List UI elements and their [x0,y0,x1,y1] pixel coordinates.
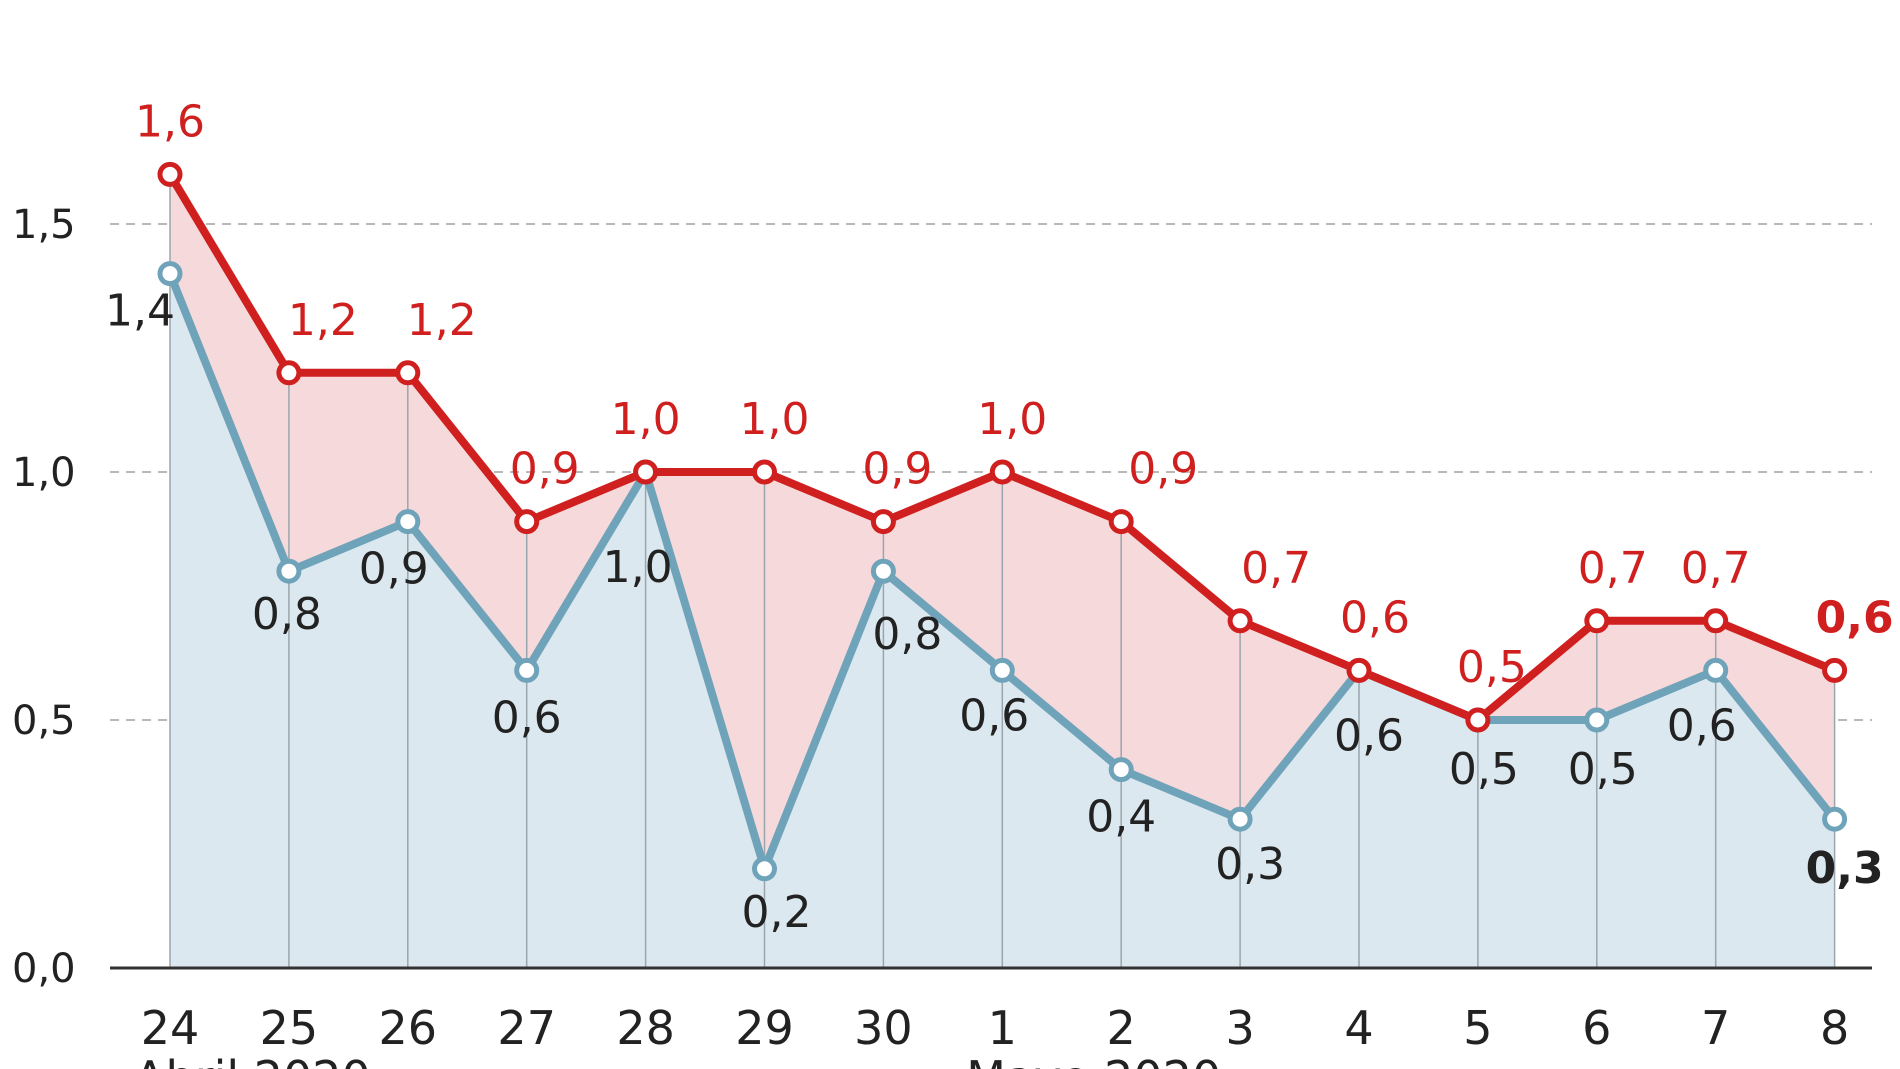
x-tick-label: 27 [497,1001,556,1055]
data-label-lower: 0,6 [959,690,1029,741]
marker-lower [1703,657,1729,683]
x-tick-label: 28 [616,1001,675,1055]
x-tick-label: 24 [141,1001,200,1055]
marker-lower [395,509,421,535]
data-label-upper: 0,7 [1681,543,1751,594]
data-label-lower: 1,0 [603,542,673,593]
marker-upper [1822,657,1848,683]
data-label-lower: 0,9 [359,544,429,595]
area-fill-lower [170,273,1835,969]
marker-upper [989,459,1015,485]
marker-lower [276,558,302,584]
marker-upper [276,360,302,386]
data-label-upper: 0,6 [1340,592,1410,643]
data-labels: 1,6 1,2 1,2 0,9 1,0 1,0 0,9 1,0 0,9 0,7 0,6 0,5 0,7 0… [105,96,1894,937]
x-tick-label: 6 [1582,1001,1611,1055]
y-tick-label: 0,5 [12,698,76,744]
data-label-lower: 0,8 [252,589,322,640]
x-tick-label: 4 [1344,1001,1373,1055]
x-group-label: Mayo 2020 [966,1051,1221,1069]
y-axis-ticks: 0,0 0,5 1,0 1,5 [12,202,76,992]
x-tick-label: 2 [1107,1001,1136,1055]
data-label-upper: 0,9 [862,444,932,495]
x-group-label: Abril 2020 [134,1051,371,1069]
x-tick-label: 30 [854,1001,913,1055]
marker-upper [1703,608,1729,634]
marker-upper [1465,707,1491,733]
data-label-upper: 0,7 [1241,543,1311,594]
marker-upper [395,360,421,386]
data-label-upper: 1,6 [135,96,205,147]
data-label-lower: 0,6 [1667,700,1737,751]
x-tick-label: 29 [735,1001,794,1055]
marker-upper [752,459,777,485]
data-label-upper: 1,0 [740,394,810,445]
data-label-upper: 0,9 [1128,444,1198,495]
data-label-upper: 1,2 [407,295,477,346]
marker-lower [1108,757,1134,783]
x-axis-ticks: 24 25 26 27 28 29 30 1 2 3 4 5 6 7 8 [141,1001,1850,1055]
marker-lower [157,261,183,287]
x-axis-month-labels: Abril 2020 Mayo 2020 [134,1051,1221,1069]
x-tick-label: 8 [1820,1001,1849,1055]
marker-upper [514,509,540,535]
marker-upper [633,459,659,485]
marker-upper [1108,509,1134,535]
marker-upper [1584,608,1610,634]
marker-lower [514,657,540,683]
x-tick-label: 5 [1463,1001,1492,1055]
data-label-upper: 1,2 [288,295,358,346]
marker-upper [1346,657,1372,683]
data-label-lower: 0,4 [1086,792,1156,843]
data-label-upper: 1,0 [977,394,1047,445]
data-label-lower: 0,3 [1215,839,1285,890]
marker-lower [752,856,777,882]
x-tick-label: 1 [988,1001,1017,1055]
marker-lower [1584,707,1610,733]
marker-lower [1227,806,1253,832]
marker-lower [989,657,1015,683]
y-tick-label: 1,0 [12,450,76,496]
series-markers [157,161,1848,882]
data-label-lower: 0,2 [742,887,812,938]
marker-upper [1227,608,1253,634]
data-label-upper: 0,6 [1816,592,1894,643]
y-tick-label: 1,5 [12,202,76,248]
data-label-lower: 0,8 [872,609,942,660]
data-label-upper: 0,9 [510,444,580,495]
marker-upper [870,509,896,535]
data-label-lower: 0,6 [492,692,562,743]
data-label-upper: 1,0 [611,394,681,445]
marker-lower [1822,806,1848,832]
marker-upper [157,161,183,187]
x-tick-label: 3 [1225,1001,1254,1055]
data-label-lower: 0,3 [1806,843,1884,894]
marker-lower [870,558,896,584]
y-tick-label: 0,0 [12,946,76,992]
data-label-lower: 1,4 [105,286,175,337]
x-tick-label: 26 [379,1001,438,1055]
data-label-upper: 0,7 [1578,543,1648,594]
data-label-lower: 0,5 [1449,744,1519,795]
data-label-upper: 0,5 [1457,642,1527,693]
x-tick-label: 7 [1701,1001,1730,1055]
data-label-lower: 0,5 [1568,744,1638,795]
x-tick-label: 25 [260,1001,319,1055]
data-label-lower: 0,6 [1334,710,1404,761]
